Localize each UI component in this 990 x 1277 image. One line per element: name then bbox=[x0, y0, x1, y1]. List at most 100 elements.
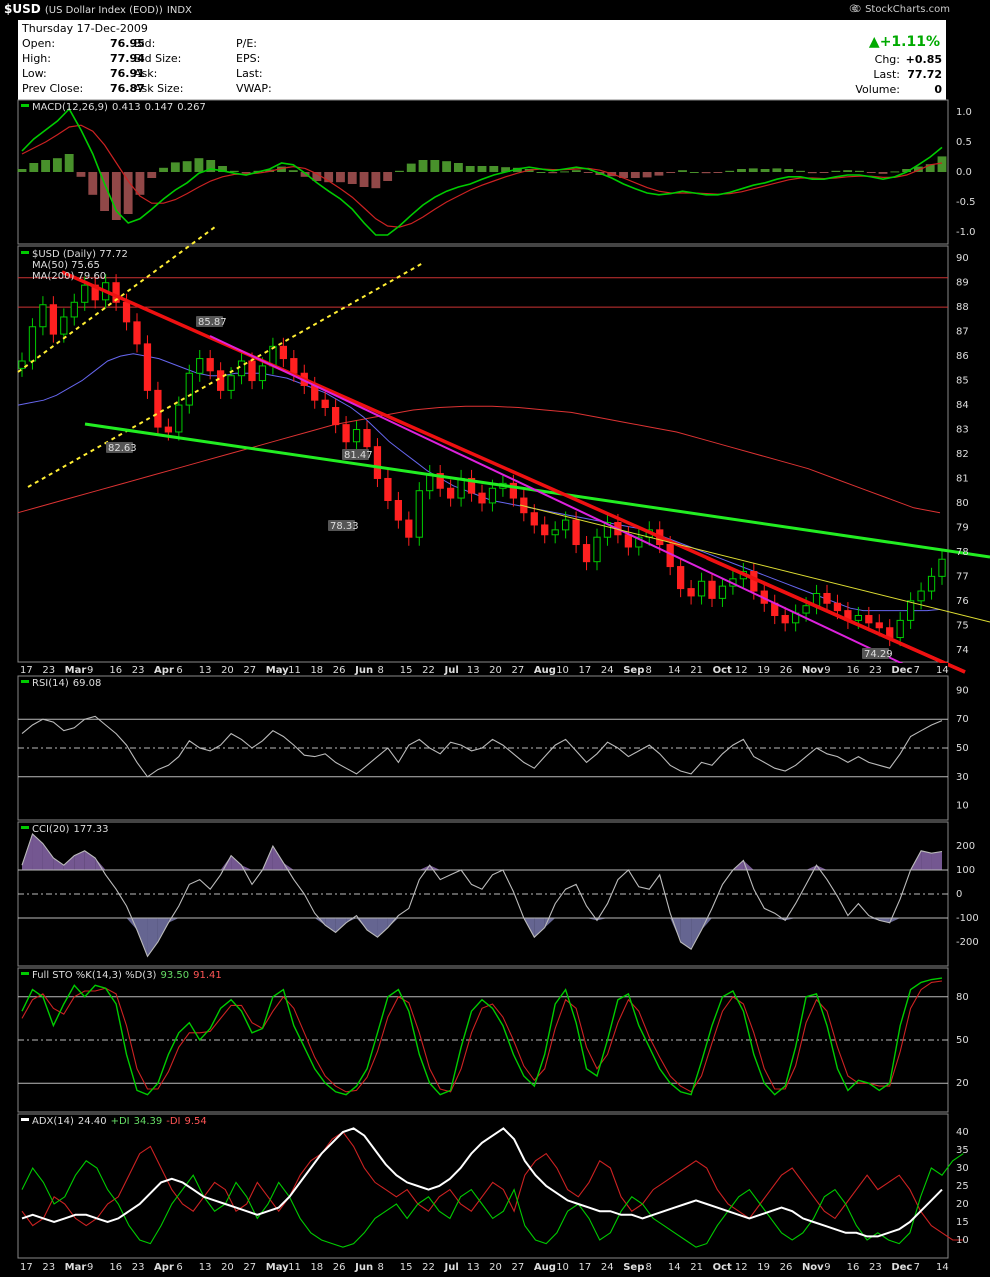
macd-legend-item: 0.413 bbox=[112, 102, 141, 113]
price-tick-label: 80 bbox=[956, 498, 969, 509]
candle-body bbox=[39, 304, 47, 328]
bottom-date-axis-label: 13 bbox=[199, 1262, 212, 1273]
bottom-date-axis-label: Oct bbox=[713, 1262, 732, 1273]
cci-tick-label: 100 bbox=[956, 865, 975, 876]
price-tick-label: 79 bbox=[956, 522, 969, 533]
quote-label-high: High: bbox=[22, 52, 51, 65]
bottom-date-axis-label: 6 bbox=[176, 1262, 182, 1273]
macd-histogram-bar bbox=[229, 170, 239, 172]
quote-value-volume: 0 bbox=[934, 83, 942, 96]
bottom-date-axis-label: 21 bbox=[690, 1262, 703, 1273]
adx-line bbox=[21, 1127, 943, 1238]
candle-body bbox=[927, 575, 936, 592]
macd-histogram-bar bbox=[760, 169, 770, 172]
bottom-date-axis-label: 26 bbox=[333, 1262, 346, 1273]
rsi-legend-swatch bbox=[21, 680, 29, 683]
macd-histogram-bar bbox=[678, 170, 687, 172]
macd-histogram-bar bbox=[501, 167, 511, 172]
sto-tick-label: 50 bbox=[956, 1035, 969, 1046]
macd-histogram-bar bbox=[100, 172, 109, 211]
macd-histogram-bar bbox=[713, 172, 723, 173]
cci-oversold-fill bbox=[377, 918, 388, 938]
macd-histogram-bar bbox=[453, 163, 463, 172]
cci-overbought-fill bbox=[63, 855, 75, 870]
sto-d-line bbox=[21, 980, 943, 1093]
macd-histogram-bar bbox=[324, 172, 334, 183]
candle-body bbox=[457, 477, 465, 499]
date-axis-label: Oct bbox=[713, 665, 732, 676]
bottom-date-axis-label: 9 bbox=[824, 1262, 830, 1273]
macd-histogram-bar bbox=[395, 170, 404, 172]
candle-body bbox=[352, 429, 361, 443]
bottom-date-axis-label: 8 bbox=[646, 1262, 652, 1273]
price-annotation-box bbox=[196, 316, 223, 327]
price-annotation-label: 74.29 bbox=[864, 649, 893, 660]
bottom-date-axis-label: 14 bbox=[668, 1262, 681, 1273]
macd-histogram-bar bbox=[206, 160, 216, 172]
date-axis-label: 12 bbox=[735, 665, 748, 676]
macd-histogram-bar bbox=[512, 167, 522, 172]
macd-histogram-bar bbox=[111, 172, 121, 220]
candle-body bbox=[530, 512, 538, 526]
candle-body bbox=[582, 544, 591, 563]
macd-histogram-bar bbox=[218, 166, 227, 172]
macd-histogram-bar bbox=[689, 172, 699, 173]
macd-histogram-bar bbox=[76, 172, 86, 177]
bottom-date-axis-label: Jul bbox=[443, 1262, 458, 1273]
yellow-channel-lower bbox=[27, 262, 424, 488]
macd-tick-label: -1.0 bbox=[956, 227, 976, 238]
adx-legend-swatch bbox=[21, 1118, 29, 1121]
price-tick-label: 83 bbox=[956, 425, 969, 436]
date-axis-label: Apr bbox=[154, 665, 174, 676]
macd-histogram-bar bbox=[619, 172, 628, 178]
candle-body bbox=[70, 301, 78, 318]
quote-label-last-right: Last: bbox=[873, 68, 900, 81]
macd-histogram-bar bbox=[666, 172, 676, 173]
cci-tick-label: 200 bbox=[956, 841, 975, 852]
candle-body bbox=[18, 360, 26, 369]
magenta-trendline bbox=[209, 335, 921, 673]
price-tick-label: 82 bbox=[956, 449, 969, 460]
candle-body bbox=[321, 399, 329, 409]
bottom-date-axis-label: 17 bbox=[579, 1262, 592, 1273]
cci-overbought-fill bbox=[42, 843, 54, 870]
macd-histogram-bar bbox=[913, 166, 923, 172]
candle-body bbox=[896, 619, 904, 639]
macd-histogram-bar bbox=[642, 172, 652, 178]
quote-label-bid-size: Bid Size: bbox=[134, 52, 182, 65]
quote-label-volume: Volume: bbox=[855, 83, 900, 96]
candle-body bbox=[342, 424, 350, 443]
candle-body bbox=[802, 605, 810, 614]
macd-legend-swatch bbox=[21, 104, 29, 107]
date-axis-label: 16 bbox=[109, 665, 122, 676]
cci-tick-label: 0 bbox=[956, 889, 962, 900]
bottom-date-axis-label: 27 bbox=[512, 1262, 525, 1273]
minus-di-line bbox=[21, 1131, 964, 1241]
price-legend-swatch bbox=[21, 251, 29, 254]
macd-histogram-bar bbox=[194, 158, 204, 172]
macd-histogram-bar bbox=[359, 172, 369, 187]
candle-body bbox=[332, 407, 340, 426]
cci-oversold-fill bbox=[335, 918, 347, 933]
date-axis-label: 27 bbox=[512, 665, 525, 676]
cci-overbought-fill bbox=[231, 855, 242, 870]
cci-oversold-fill bbox=[670, 918, 681, 942]
macd-histogram-bar bbox=[88, 172, 98, 195]
bottom-date-axis-label: 24 bbox=[601, 1262, 614, 1273]
candle-body bbox=[143, 343, 152, 391]
candle-body bbox=[290, 358, 298, 374]
date-axis-label: 26 bbox=[780, 665, 793, 676]
price-annotation-label: 85.87 bbox=[198, 317, 227, 328]
candle-body bbox=[572, 519, 580, 546]
quote-value-open: 76.95 bbox=[110, 37, 145, 50]
candle-body bbox=[478, 492, 486, 504]
sto-legend-item: Full STO %K(14,3) %D(3) bbox=[32, 970, 157, 981]
quote-value-high: 77.94 bbox=[110, 52, 145, 65]
date-axis-label: 9 bbox=[824, 665, 830, 676]
macd-histogram-bar bbox=[489, 166, 499, 172]
cci-oversold-fill bbox=[691, 918, 702, 950]
cci-oversold-fill bbox=[325, 918, 336, 933]
date-axis-label: 16 bbox=[847, 665, 860, 676]
quote-label-bid: Bid: bbox=[134, 37, 156, 50]
macd-histogram-bar bbox=[430, 160, 440, 172]
